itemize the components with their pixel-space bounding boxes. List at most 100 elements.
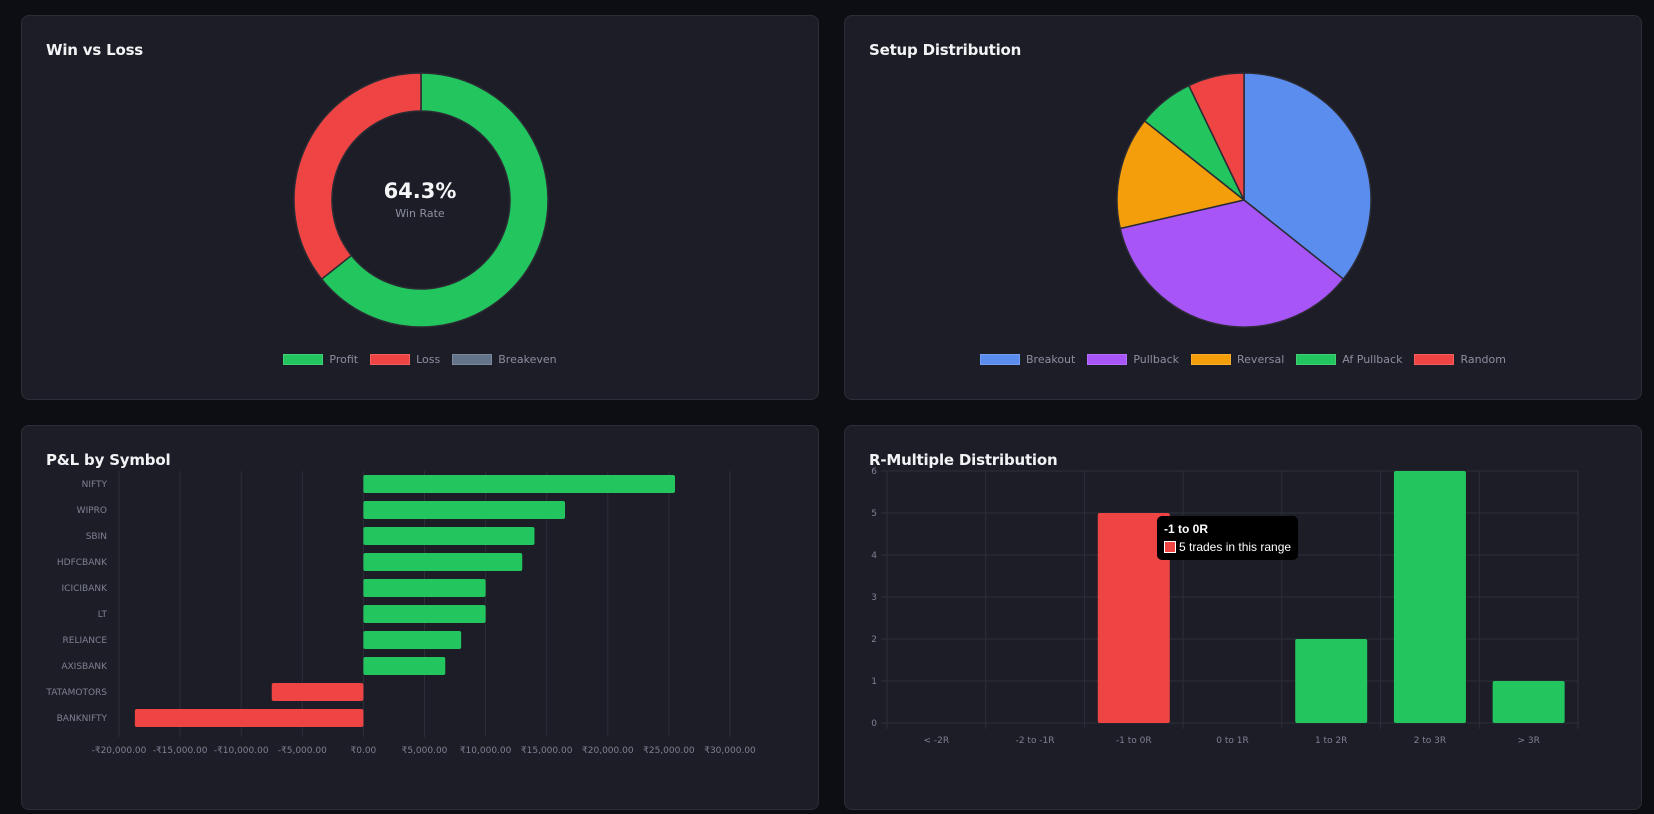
y-tick-label: 3 (871, 593, 877, 603)
x-tick-label: 1 to 2R (1315, 736, 1347, 746)
tooltip-text: 5 trades in this range (1179, 540, 1292, 554)
x-tick-label: ₹15,000.00 (521, 746, 573, 756)
y-tick-label: BANKNIFTY (57, 714, 108, 724)
y-tick-label: 5 (871, 509, 877, 519)
y-tick-label: 4 (871, 551, 877, 561)
legend-item-af-pullback[interactable]: Af Pullback (1296, 353, 1402, 366)
slice-breakout[interactable] (1243, 72, 1372, 281)
legend-item-breakout[interactable]: Breakout (980, 353, 1075, 366)
bar-3r[interactable] (1492, 681, 1565, 723)
legend-swatch (1414, 354, 1455, 365)
x-tick-label: ₹10,000.00 (460, 746, 512, 756)
x-tick-label: -1 to 0R (1116, 736, 1152, 746)
legend-swatch (1296, 354, 1337, 365)
setup-distribution-title: Setup Distribution (869, 41, 1022, 59)
bar-nifty[interactable] (363, 475, 676, 493)
y-tick-label: 2 (871, 635, 877, 645)
legend-label: Breakeven (498, 353, 557, 366)
legend-item-profit[interactable]: Profit (283, 353, 358, 366)
y-tick-label: LT (98, 610, 108, 620)
bar-icicibank[interactable] (363, 579, 486, 597)
x-tick-label: 0 to 1R (1216, 736, 1248, 746)
slice-loss[interactable] (293, 72, 422, 281)
win-loss-legend: Profit Loss Breakeven (22, 353, 818, 366)
x-tick-label: -₹15,000.00 (153, 746, 208, 756)
bar-sbin[interactable] (363, 527, 535, 545)
legend-label: Loss (416, 353, 441, 366)
bar-hdfcbank[interactable] (363, 553, 523, 571)
x-tick-label: ₹25,000.00 (643, 746, 695, 756)
x-tick-label: -₹10,000.00 (214, 746, 269, 756)
setup-distribution-card: Setup Distribution Breakout Pullback Rever… (844, 15, 1642, 400)
y-tick-label: HDFCBANK (57, 558, 108, 568)
legend-label: Af Pullback (1342, 353, 1403, 366)
setup-distribution-pie-chart[interactable] (845, 16, 1643, 401)
y-tick-label: 6 (871, 467, 877, 477)
x-tick-label: ₹0.00 (351, 746, 377, 756)
legend-item-reversal[interactable]: Reversal (1191, 353, 1284, 366)
legend-label: Reversal (1237, 353, 1285, 366)
pnl-by-symbol-title: P&L by Symbol (46, 451, 171, 469)
y-tick-label: SBIN (86, 532, 107, 542)
bar-tatamotors[interactable] (271, 683, 364, 701)
win-loss-doughnut-chart[interactable] (22, 16, 820, 401)
win-rate-value: 64.3% (383, 179, 457, 203)
legend-swatch (283, 354, 324, 365)
legend-item-pullback[interactable]: Pullback (1087, 353, 1179, 366)
y-tick-label: WIPRO (77, 506, 107, 516)
x-tick-label: ₹5,000.00 (402, 746, 448, 756)
legend-label: Breakout (1026, 353, 1076, 366)
y-tick-label: ICICIBANK (62, 584, 109, 594)
x-tick-label: ₹30,000.00 (704, 746, 756, 756)
y-tick-label: AXISBANK (61, 662, 108, 672)
bar-wipro[interactable] (363, 501, 566, 519)
legend-swatch (370, 354, 411, 365)
x-tick-label: -2 to -1R (1016, 736, 1055, 746)
slice-random[interactable] (1187, 72, 1245, 201)
bar-1-to-0r[interactable] (1097, 513, 1170, 723)
bar-lt[interactable] (363, 605, 486, 623)
slice-reversal[interactable] (1116, 119, 1246, 230)
tooltip-title: -1 to 0R (1164, 522, 1209, 536)
pnl-by-symbol-card: P&L by Symbol -₹20,000.00 -₹15,000.00 -₹10… (21, 425, 819, 810)
tooltip-swatch (1164, 541, 1176, 553)
y-tick-label: 1 (871, 677, 877, 687)
slice-pullback[interactable] (1119, 199, 1345, 328)
legend-item-breakeven[interactable]: Breakeven (452, 353, 557, 366)
r-multiple-bar-chart[interactable]: 0 1 2 3 4 5 6 < -2R -2 to -1R -1 to 0R 0 to 1R 1 to… (845, 426, 1643, 811)
win-loss-card: Win vs Loss 64.3% Win Rate Profit Loss Bre… (21, 15, 819, 400)
legend-swatch (1191, 354, 1232, 365)
bar-2-to-3r[interactable] (1393, 471, 1466, 723)
legend-swatch (1087, 354, 1128, 365)
bar-banknifty[interactable] (134, 709, 364, 727)
x-tick-label: -₹20,000.00 (92, 746, 147, 756)
legend-swatch (980, 354, 1021, 365)
chart-tooltip: -1 to 0R 5 trades in this range (1157, 516, 1299, 560)
pnl-by-symbol-bar-chart[interactable]: -₹20,000.00 -₹15,000.00 -₹10,000.00 -₹5,000… (22, 426, 820, 811)
y-tick-label: 0 (871, 719, 877, 729)
x-tick-label: ₹20,000.00 (582, 746, 634, 756)
win-rate-label: Win Rate (395, 207, 445, 220)
legend-item-random[interactable]: Random (1414, 353, 1506, 366)
legend-label: Random (1460, 353, 1506, 366)
legend-label: Profit (329, 353, 359, 366)
bar-1-to-2r[interactable] (1295, 639, 1368, 723)
y-tick-label: RELIANCE (63, 636, 108, 646)
legend-label: Pullback (1133, 353, 1180, 366)
bar-reliance[interactable] (363, 631, 462, 649)
legend-item-loss[interactable]: Loss (370, 353, 440, 366)
tooltip-body: 5 trades in this range (1164, 540, 1291, 554)
bar-axisbank[interactable] (363, 657, 446, 675)
win-loss-title: Win vs Loss (46, 41, 144, 59)
setup-distribution-legend: Breakout Pullback Reversal Af Pullback Rando… (845, 353, 1641, 366)
legend-swatch (452, 354, 493, 365)
r-multiple-title: R-Multiple Distribution (869, 451, 1058, 469)
y-tick-label: NIFTY (82, 480, 108, 490)
slice-profit[interactable] (320, 72, 549, 328)
r-multiple-card: R-Multiple Distribution 0 1 2 3 4 5 6 < -2R -2 t… (844, 425, 1642, 810)
x-tick-label: > 3R (1517, 736, 1539, 746)
x-tick-label: < -2R (924, 736, 950, 746)
x-tick-label: -₹5,000.00 (278, 746, 327, 756)
x-tick-label: 2 to 3R (1414, 736, 1446, 746)
y-tick-label: TATAMOTORS (45, 688, 107, 698)
